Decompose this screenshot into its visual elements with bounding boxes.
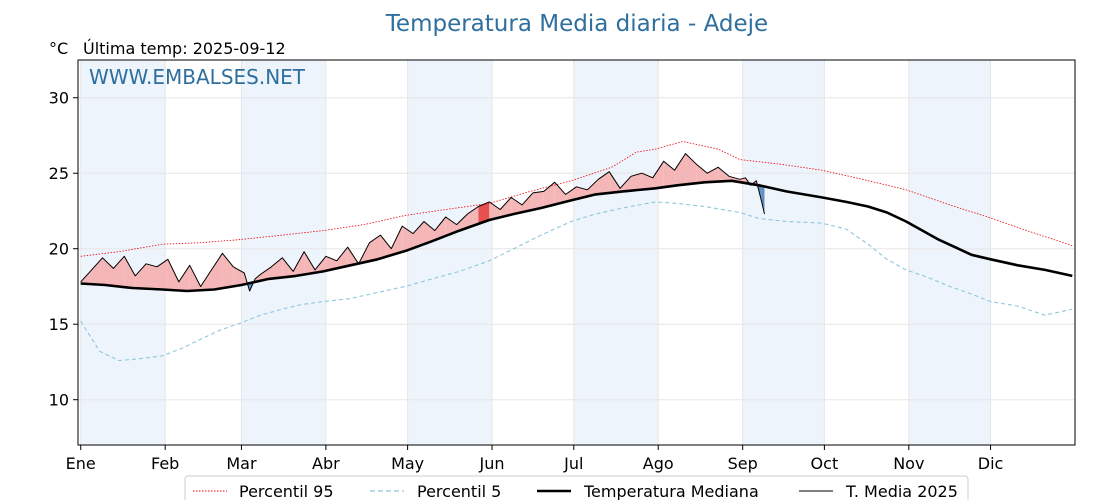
deviation-fill [565, 186, 577, 202]
deviation-fill [532, 191, 544, 210]
deviation-fill [641, 173, 653, 190]
deviation-fill [685, 153, 697, 185]
deviation-fill [478, 201, 490, 224]
x-tick-label: Dic [978, 454, 1004, 473]
y-axis-ticks: 10 15 20 25 30 [49, 89, 78, 410]
series-line-p5 [80, 201, 1073, 362]
deviation-fill [663, 161, 675, 188]
deviation-fill [500, 197, 512, 218]
deviation-fill [456, 214, 468, 232]
deviation-fill [630, 173, 642, 191]
month-band-sep [742, 60, 825, 445]
deviation-fill [554, 182, 566, 205]
y-tick-label: 15 [49, 315, 69, 334]
deviation-fill [113, 256, 125, 288]
x-tick-label: Nov [893, 454, 924, 473]
deviation-fill [391, 226, 403, 256]
deviation-fill [413, 221, 424, 249]
deviation-fills [80, 153, 765, 291]
deviation-fill [467, 206, 479, 228]
series-line-median [80, 179, 1073, 293]
deviation-fill [445, 217, 457, 236]
deviation-fill [522, 192, 533, 213]
deviation-fill [511, 197, 523, 215]
plot-frame [77, 59, 1076, 446]
deviation-fill [423, 221, 435, 245]
x-tick-label: Feb [151, 454, 179, 473]
month-bands [80, 60, 991, 445]
chart-title: Temperatura Media diaria - Adeje [385, 11, 768, 37]
legend: Percentil 95 Percentil 5 Temperatura Med… [184, 475, 969, 500]
month-band-may [407, 60, 493, 445]
deviation-fill [124, 256, 136, 289]
deviation-fill [260, 266, 272, 281]
legend-label-median: Temperatura Mediana [583, 482, 759, 500]
deviation-fill [380, 235, 392, 259]
legend-label-p95: Percentil 95 [239, 482, 334, 500]
legend-label-t2025: T. Media 2025 [845, 482, 958, 500]
deviation-fill [609, 171, 621, 193]
unit-label: °C [49, 39, 68, 58]
deviation-fill [178, 265, 190, 291]
deviation-fill [167, 259, 179, 291]
deviation-fill [543, 182, 555, 208]
deviation-fill [707, 167, 719, 183]
month-band-jul [573, 60, 659, 445]
month-band-mar [241, 60, 326, 445]
deviation-fill [598, 171, 610, 195]
last-temp-label: Última temp: 2025-09-12 [83, 39, 286, 58]
x-tick-label: Ene [66, 454, 96, 473]
deviation-fill [91, 257, 103, 285]
deviation-fill [620, 176, 631, 192]
x-axis-ticks: Ene Feb Mar Abr May Jun Jul Ago Sep Oct Nov Dic [66, 445, 1004, 473]
deviation-fill [135, 263, 147, 289]
month-band-ene [80, 60, 166, 445]
deviation-fill [271, 257, 283, 279]
deviation-fill [156, 259, 168, 290]
x-tick-label: May [391, 454, 424, 473]
legend-box [184, 475, 969, 500]
deviation-fill [282, 257, 294, 278]
grid-lines [78, 60, 1075, 445]
watermark: WWW.EMBALSES.NET [89, 65, 306, 89]
y-tick-label: 10 [49, 391, 69, 410]
deviation-fill [434, 217, 446, 241]
series-lines [80, 141, 1073, 362]
y-tick-label: 30 [49, 89, 69, 108]
x-tick-label: Oct [811, 454, 839, 473]
deviation-fill [489, 201, 501, 221]
deviation-fill [761, 185, 765, 214]
deviation-fill [674, 153, 686, 186]
deviation-fill [587, 179, 599, 197]
x-tick-label: Sep [728, 454, 758, 473]
series-line-t2025 [80, 153, 765, 292]
deviation-fill [211, 253, 223, 290]
deviation-fill [189, 265, 201, 291]
legend-label-p5: Percentil 5 [417, 482, 501, 500]
y-tick-label: 20 [49, 240, 69, 259]
month-band-nov [908, 60, 991, 445]
x-tick-label: Abr [312, 454, 340, 473]
deviation-fill [146, 263, 157, 290]
deviation-fill [336, 247, 348, 269]
x-tick-label: Jul [563, 454, 583, 473]
deviation-fill [102, 257, 114, 286]
x-tick-label: Mar [226, 454, 257, 473]
deviation-fill [304, 251, 315, 275]
deviation-fill [222, 253, 234, 289]
deviation-fill [696, 164, 708, 184]
deviation-fill [652, 161, 664, 189]
deviation-fill [293, 251, 305, 277]
series-line-p95 [80, 141, 1073, 257]
deviation-fill [718, 167, 730, 182]
y-tick-label: 25 [49, 164, 69, 183]
deviation-fill [369, 235, 381, 262]
x-tick-label: Jun [479, 454, 505, 473]
deviation-fill [402, 226, 414, 252]
x-tick-label: Ago [643, 454, 674, 473]
